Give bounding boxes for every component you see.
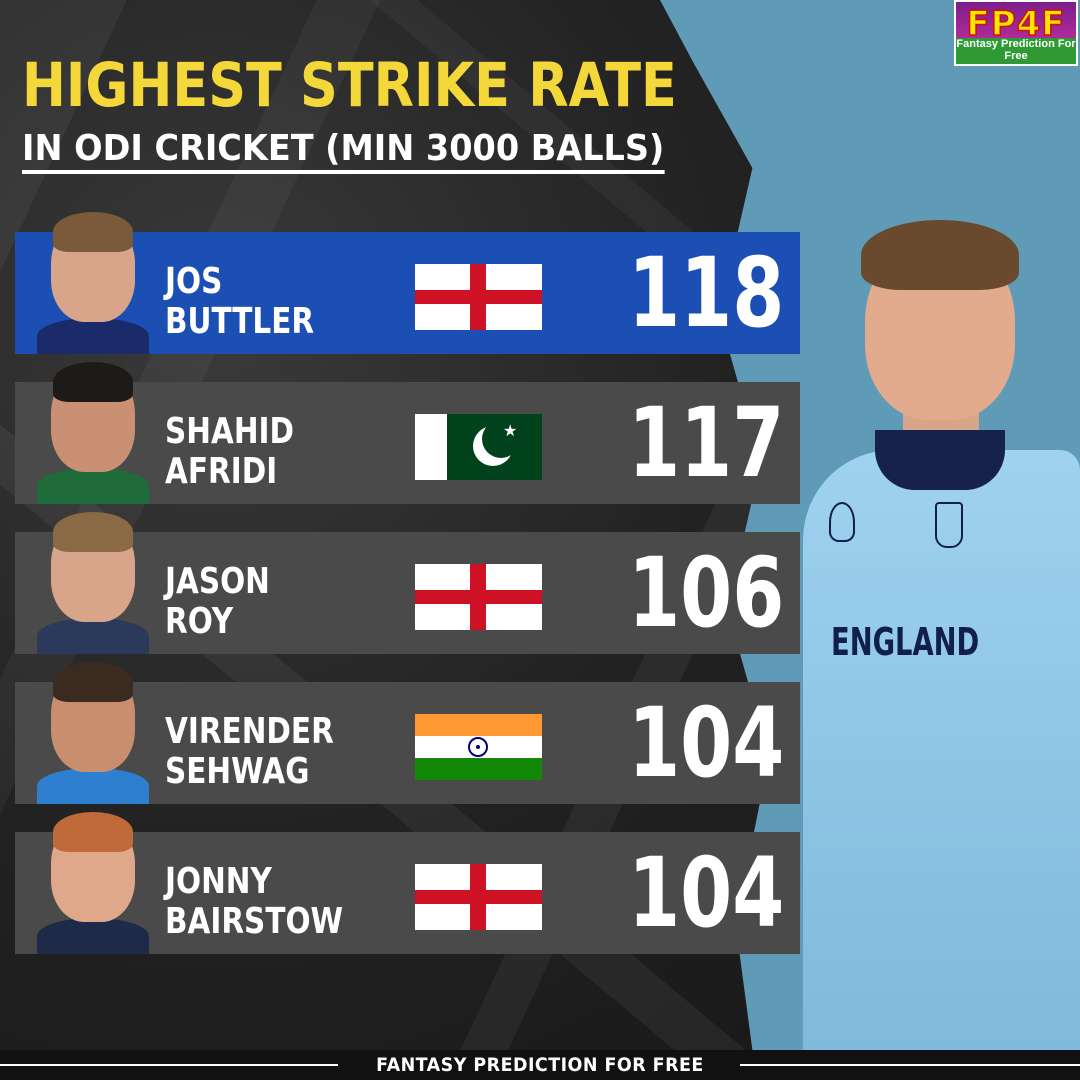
player-name: SHAHID AFRIDI: [165, 412, 294, 492]
player-last-name: BAIRSTOW: [165, 901, 344, 942]
logo-mark: FP4F: [966, 3, 1066, 45]
jersey-collar: [875, 430, 1005, 490]
page-subtitle: IN ODI CRICKET (MIN 3000 BALLS): [22, 128, 665, 174]
player-jersey: [803, 450, 1080, 1050]
player-hair: [861, 220, 1019, 290]
avatar: [37, 360, 149, 504]
strike-rate-value: 117: [627, 387, 784, 499]
footer-divider: [740, 1064, 1080, 1066]
player-last-name: SEHWAG: [165, 751, 310, 792]
logo-tagline: Fantasy Prediction For Free: [956, 38, 1076, 62]
england-flag-icon: [415, 564, 542, 630]
ranking-row: SHAHID AFRIDI ★ 117: [15, 362, 800, 504]
strike-rate-value: 118: [627, 237, 784, 349]
player-last-name: ROY: [165, 601, 234, 642]
player-name: JONNY BAIRSTOW: [165, 862, 343, 942]
player-last-name: AFRIDI: [165, 451, 278, 492]
avatar: [37, 510, 149, 654]
england-flag-icon: [415, 264, 542, 330]
ranking-row: JONNY BAIRSTOW 104: [15, 812, 800, 954]
ranking-row: VIRENDER SEHWAG 104: [15, 662, 800, 804]
player-name: JOS BUTTLER: [165, 262, 314, 342]
pakistan-flag-icon: ★: [415, 414, 542, 480]
avatar: [37, 210, 149, 354]
player-first-name: JASON: [165, 561, 270, 602]
india-flag-icon: [415, 714, 542, 780]
avatar: [37, 660, 149, 804]
footer-divider: [0, 1064, 338, 1066]
jersey-text: ENGLAND: [831, 620, 980, 664]
world-cup-crest-icon: [829, 502, 855, 542]
player-name: VIRENDER SEHWAG: [165, 712, 334, 792]
page-title: HIGHEST STRIKE RATE: [22, 50, 677, 121]
ranking-row: JOS BUTTLER 118: [15, 212, 800, 354]
player-first-name: SHAHID: [165, 411, 295, 452]
footer-text: FANTASY PREDICTION FOR FREE: [376, 1054, 704, 1076]
three-lions-badge-icon: [935, 502, 963, 548]
strike-rate-value: 106: [627, 537, 784, 649]
player-first-name: JONNY: [165, 861, 272, 902]
strike-rate-value: 104: [627, 687, 784, 799]
hero-player-photo: ENGLAND: [795, 210, 1080, 1050]
footer-bar: FANTASY PREDICTION FOR FREE: [0, 1050, 1080, 1080]
fp4f-logo: FP4F Fantasy Prediction For Free: [954, 0, 1078, 66]
player-last-name: BUTTLER: [165, 301, 315, 342]
avatar: [37, 810, 149, 954]
england-flag-icon: [415, 864, 542, 930]
ashoka-chakra-icon: [468, 737, 488, 757]
ranking-row: JASON ROY 106: [15, 512, 800, 654]
player-first-name: VIRENDER: [165, 711, 334, 752]
player-name: JASON ROY: [165, 562, 270, 642]
player-first-name: JOS: [165, 261, 223, 302]
strike-rate-value: 104: [627, 837, 784, 949]
